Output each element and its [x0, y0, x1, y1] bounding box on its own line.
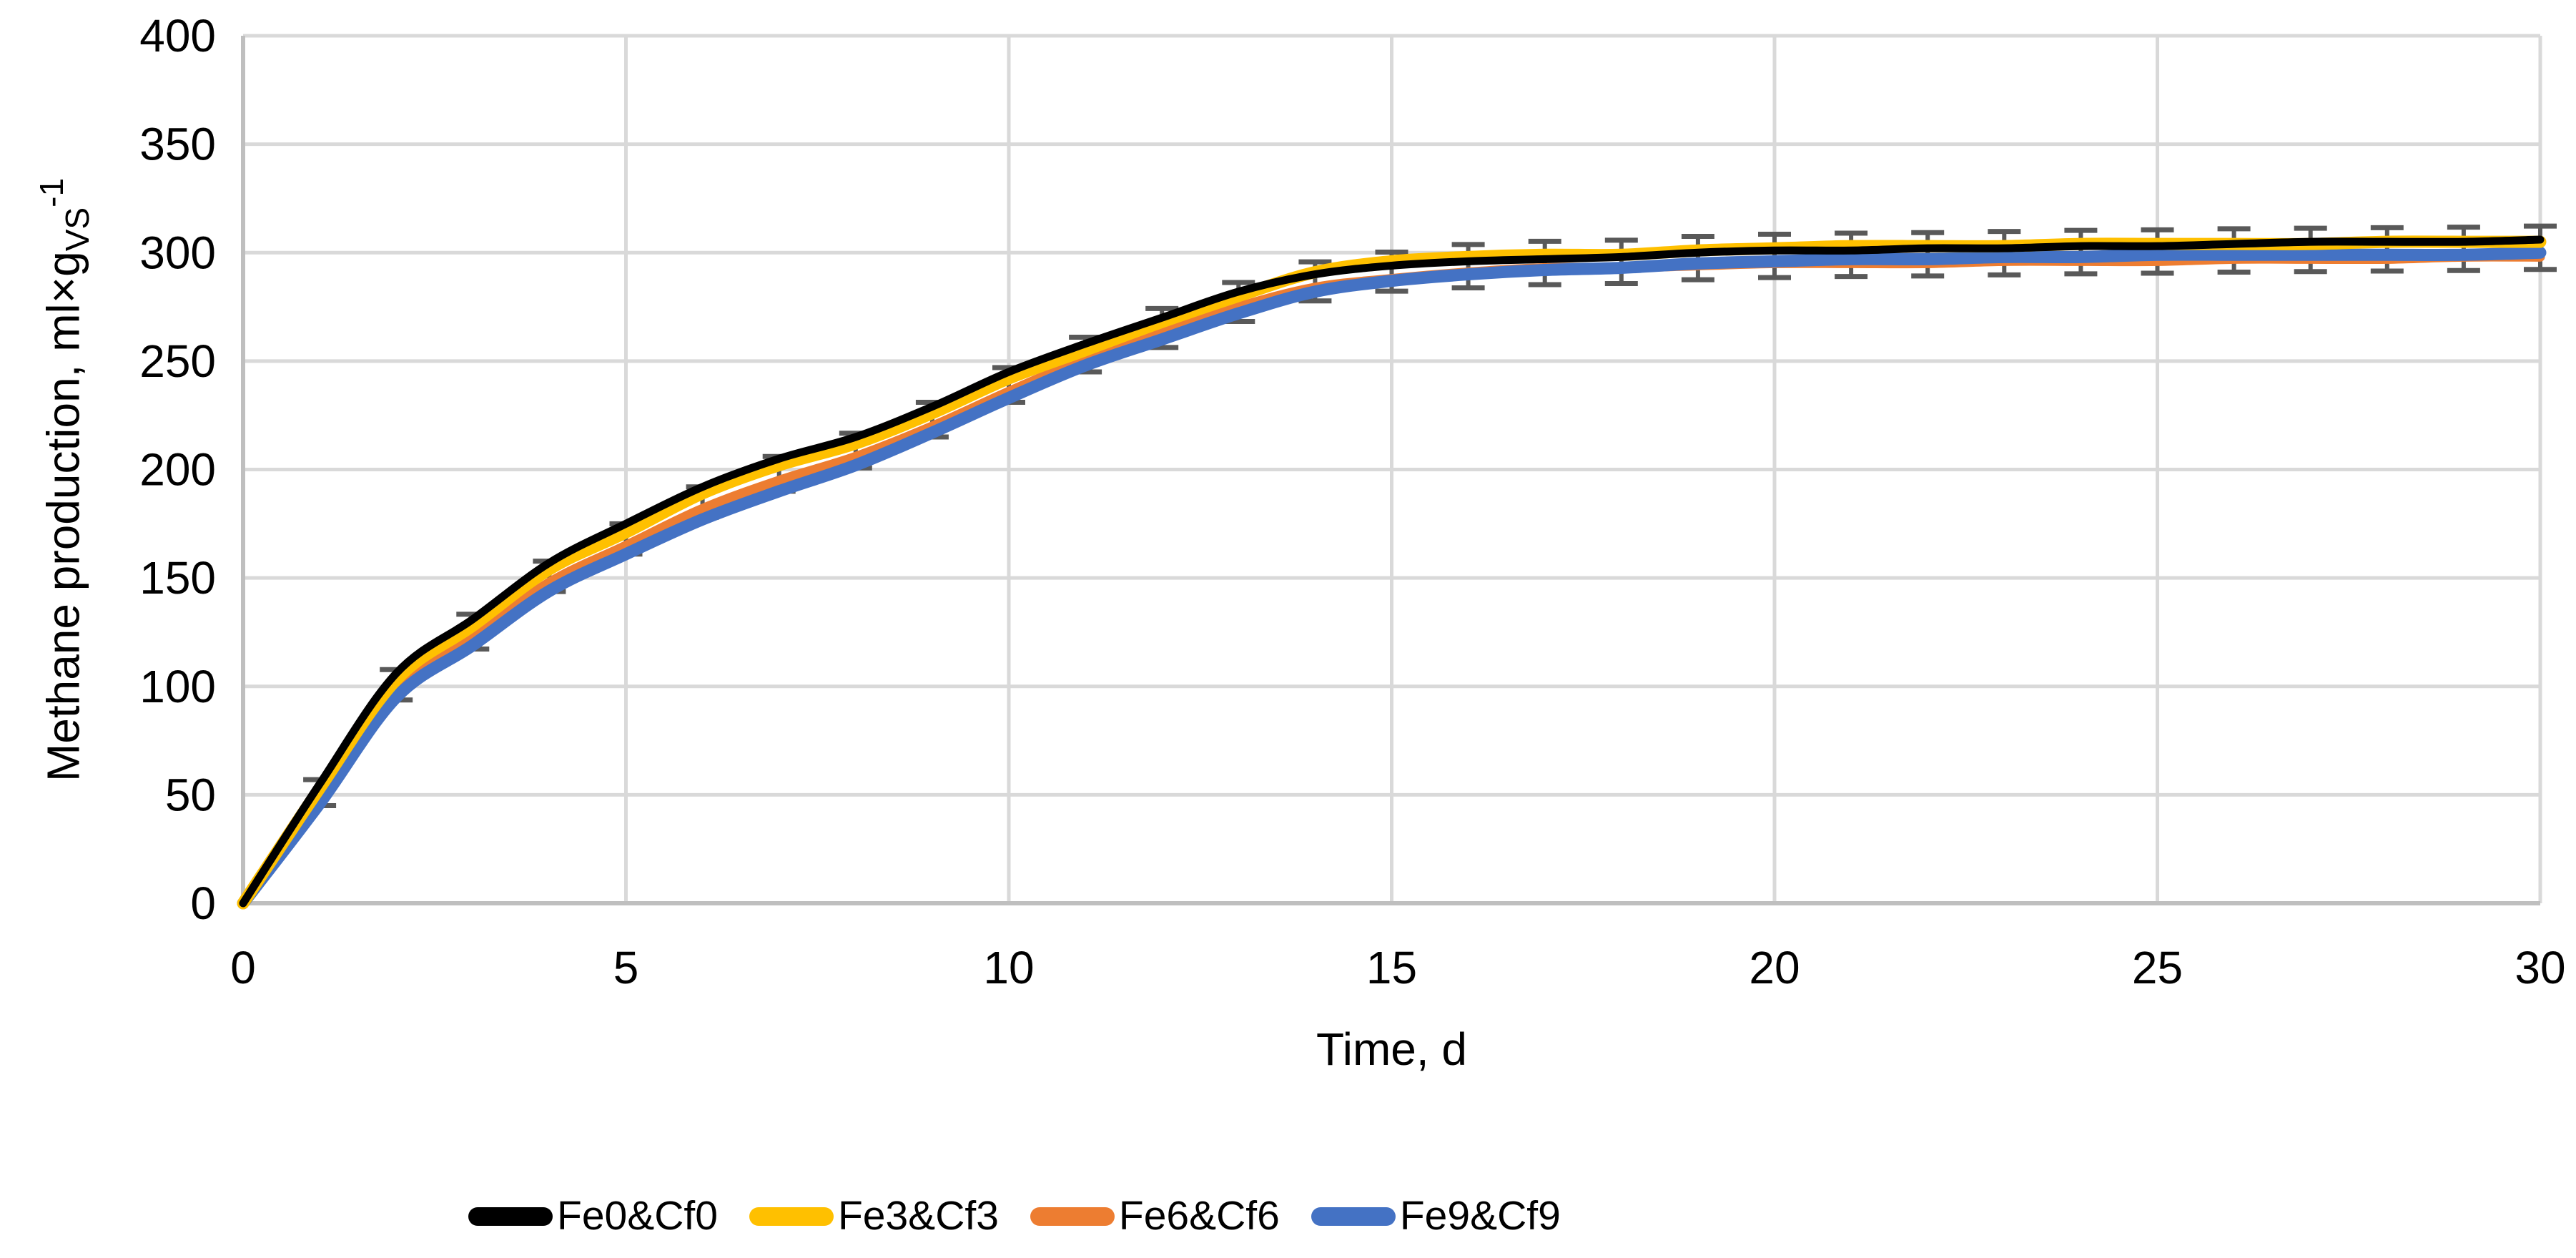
series-line-Fe0&Cf0	[239, 235, 2545, 908]
y-axis-title: Methane production, ml×gVS-1	[32, 15, 97, 945]
y-tick-label-150: 150	[139, 552, 216, 604]
y-axis-title-subscript: VS	[59, 207, 97, 252]
legend-item-Fe9&Cf9: Fe9&Cf9	[1311, 1196, 1561, 1237]
y-tick-label-350: 350	[139, 119, 216, 170]
x-tick-label-25: 25	[2132, 942, 2183, 993]
x-tick-label-15: 15	[1366, 942, 1417, 993]
y-tick-label-300: 300	[139, 227, 216, 278]
x-tick-label-20: 20	[1749, 942, 1800, 993]
legend-swatch-Fe6&Cf6	[1030, 1207, 1115, 1226]
legend-swatch-Fe0&Cf0	[468, 1207, 553, 1226]
y-tick-label-250: 250	[139, 335, 216, 387]
series-lines	[237, 235, 2547, 910]
legend-label: Fe0&Cf0	[557, 1193, 718, 1239]
legend-swatch-Fe9&Cf9	[1311, 1207, 1396, 1226]
legend-label: Fe3&Cf3	[837, 1193, 999, 1239]
x-tick-label-0: 0	[230, 942, 256, 993]
legend: Fe0&Cf0 Fe3&Cf3 Fe6&Cf6 Fe9&Cf9	[468, 1196, 1561, 1237]
legend-label: Fe9&Cf9	[1399, 1193, 1561, 1239]
y-tick-label-0: 0	[190, 878, 216, 929]
x-tick-labels: 0 5 10 15 20 25 30	[230, 942, 2565, 993]
legend-item-Fe6&Cf6: Fe6&Cf6	[1030, 1196, 1280, 1237]
y-tick-label-50: 50	[165, 769, 216, 820]
series-line-Fe9&Cf9	[237, 246, 2547, 910]
y-tick-label-100: 100	[139, 661, 216, 712]
legend-label: Fe6&Cf6	[1118, 1193, 1280, 1239]
legend-item-Fe0&Cf0: Fe0&Cf0	[468, 1196, 718, 1237]
legend-swatch-Fe3&Cf3	[749, 1207, 834, 1226]
x-tick-label-5: 5	[613, 942, 639, 993]
x-tick-label-10: 10	[983, 942, 1034, 993]
gridlines	[241, 34, 2542, 905]
axis-lines	[241, 36, 2540, 905]
y-axis-title-superscript: -1	[33, 177, 70, 207]
x-tick-label-30: 30	[2515, 942, 2565, 993]
y-tick-label-400: 400	[139, 10, 216, 62]
y-axis-title-main: Methane production, ml×g	[37, 251, 89, 782]
x-axis-title: Time, d	[1316, 1023, 1467, 1075]
legend-item-Fe3&Cf3: Fe3&Cf3	[749, 1196, 999, 1237]
y-tick-labels: 0 50 100 150 200 250 300 350 400	[139, 10, 216, 929]
y-tick-label-200: 200	[139, 444, 216, 496]
